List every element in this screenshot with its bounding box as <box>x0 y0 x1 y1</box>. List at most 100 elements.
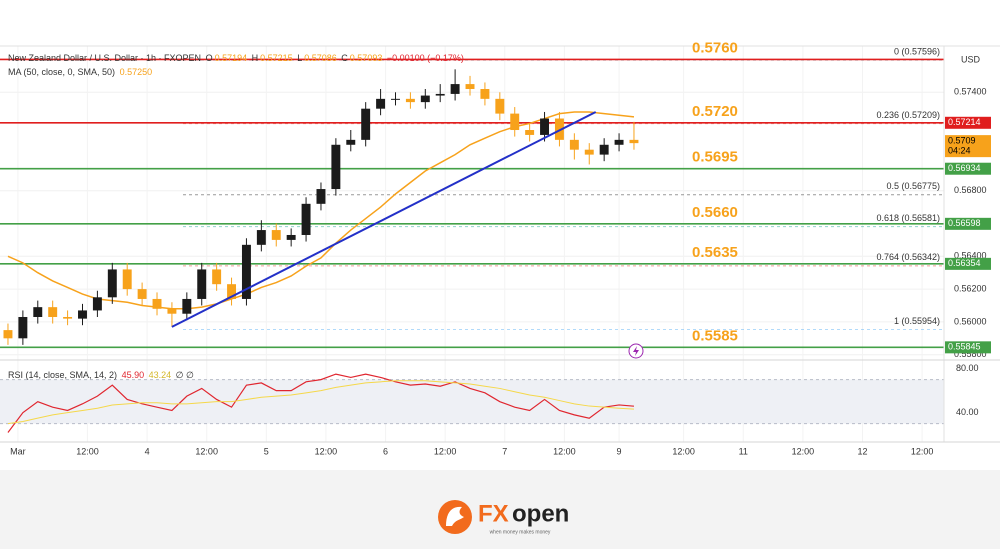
candle-body <box>435 93 445 96</box>
candle-body <box>495 98 505 114</box>
footer-bg <box>0 470 1000 549</box>
candle-body <box>569 139 579 150</box>
candle-body <box>271 230 281 240</box>
ohlc-value: 0.57215 <box>260 53 293 63</box>
candle-body <box>241 244 251 299</box>
candle-body <box>391 98 400 100</box>
rsi-legend: RSI (14, close, SMA, 14, 2) 45.90 43.24 … <box>8 370 196 381</box>
logo-fx: FX <box>478 500 509 527</box>
x-tick-label: 12:00 <box>911 446 934 456</box>
change: −0.00100 (−0.17%) <box>386 53 464 63</box>
candle-body <box>107 269 117 298</box>
candle-body <box>167 308 177 314</box>
rsi-line <box>7 373 635 433</box>
candle-body <box>18 316 28 339</box>
candle-body <box>525 130 535 135</box>
rsi-tick-label: 40.00 <box>956 407 979 417</box>
candle-body <box>227 284 237 299</box>
level-label: 0.5695 <box>692 149 738 166</box>
x-tick-label: 7 <box>502 446 507 456</box>
x-tick-label: 5 <box>264 446 269 456</box>
x-tick-label: 12:00 <box>434 446 457 456</box>
level-tag <box>945 116 991 129</box>
x-tick-label: 12:00 <box>553 446 576 456</box>
candle-body <box>256 230 266 245</box>
candle-body <box>3 330 13 339</box>
symbol-header: New Zealand Dollar / U.S. Dollar · 1h · … <box>8 53 466 63</box>
logo-dragon <box>446 506 464 526</box>
x-tick-label: 12:00 <box>195 446 218 456</box>
level-tag-label: 0.56598 <box>948 218 981 228</box>
y-tick-label: 0.56200 <box>954 283 987 293</box>
level-tag <box>945 257 991 270</box>
rsi-line <box>7 380 634 425</box>
countdown: 04:24 <box>948 146 971 156</box>
rsi-extra: ∅ ∅ <box>175 370 194 380</box>
ma-value: 0.57250 <box>119 67 153 77</box>
trendline <box>171 111 597 328</box>
level-tag-label: 0.57214 <box>948 117 981 127</box>
candle-body <box>405 98 415 103</box>
level-label: 0.5660 <box>692 204 738 221</box>
rsi-sma-value: 43.24 <box>148 370 172 380</box>
y-tick-label: 0.56000 <box>954 316 987 326</box>
candle-body <box>331 144 341 190</box>
x-tick-label: 12:00 <box>792 446 815 456</box>
candle-body <box>78 310 87 319</box>
candle-body <box>584 149 594 155</box>
fib-label: 0.618 (0.56581) <box>876 213 940 223</box>
level-label: 0.5760 <box>692 39 738 56</box>
fib-label: 0.764 (0.56342) <box>876 252 940 262</box>
y-tick-label: 0.56400 <box>954 251 987 261</box>
ma-name: MA (50, close, 0, SMA, 50) <box>8 67 116 77</box>
candle-body <box>301 203 311 235</box>
fib-label: 0.236 (0.57209) <box>876 110 940 120</box>
ohlc-value: 0.57093 <box>349 53 383 63</box>
candle-body <box>33 307 43 317</box>
candle-body <box>554 118 564 140</box>
candle-body <box>197 269 207 299</box>
candle-body <box>286 234 296 240</box>
candle-body <box>316 189 326 204</box>
fib-label: 0.5 (0.56775) <box>886 181 940 191</box>
level-tag-label: 0.56934 <box>948 163 981 173</box>
price-tag-label: 0.5709 <box>948 136 976 146</box>
candle-body <box>212 269 222 285</box>
logo-open: open <box>512 500 569 527</box>
rsi-band <box>0 379 944 424</box>
candle-body <box>480 89 490 99</box>
x-tick-label: 6 <box>383 446 388 456</box>
currency-label: USD <box>961 54 981 64</box>
candle-body <box>629 139 639 144</box>
ohlc-name: H <box>251 53 259 63</box>
y-tick-label: 0.56800 <box>954 185 987 195</box>
rsi-tick-label: 80.00 <box>956 363 979 373</box>
ohlc-value: 0.57194 <box>214 53 248 63</box>
y-tick-label: 0.55800 <box>954 349 987 359</box>
candle-body <box>465 84 475 90</box>
event-bolt <box>633 346 639 356</box>
candle-body <box>450 84 460 94</box>
level-label: 0.5720 <box>692 103 738 120</box>
price-tag <box>945 135 991 158</box>
x-tick-label: 12:00 <box>76 446 99 456</box>
candle-body <box>63 316 73 319</box>
symbol-title: New Zealand Dollar / U.S. Dollar · 1h · … <box>8 53 202 63</box>
x-tick-label: 11 <box>739 446 748 456</box>
candle-body <box>137 289 147 299</box>
candle-body <box>92 297 102 311</box>
plot <box>0 46 944 442</box>
candle-body <box>48 307 58 317</box>
logo-tagline: when money makes money <box>490 529 551 535</box>
x-tick-label: Mar <box>10 446 26 456</box>
rsi-title: RSI (14, close, SMA, 14, 2) <box>8 370 118 380</box>
candle-body <box>420 95 430 103</box>
candle-body <box>361 108 371 140</box>
candle-body <box>346 139 356 145</box>
x-tick-label: 4 <box>145 446 150 456</box>
y-tick-label: 0.57400 <box>954 87 987 97</box>
level-tag <box>945 341 991 354</box>
candle-body <box>540 118 550 135</box>
